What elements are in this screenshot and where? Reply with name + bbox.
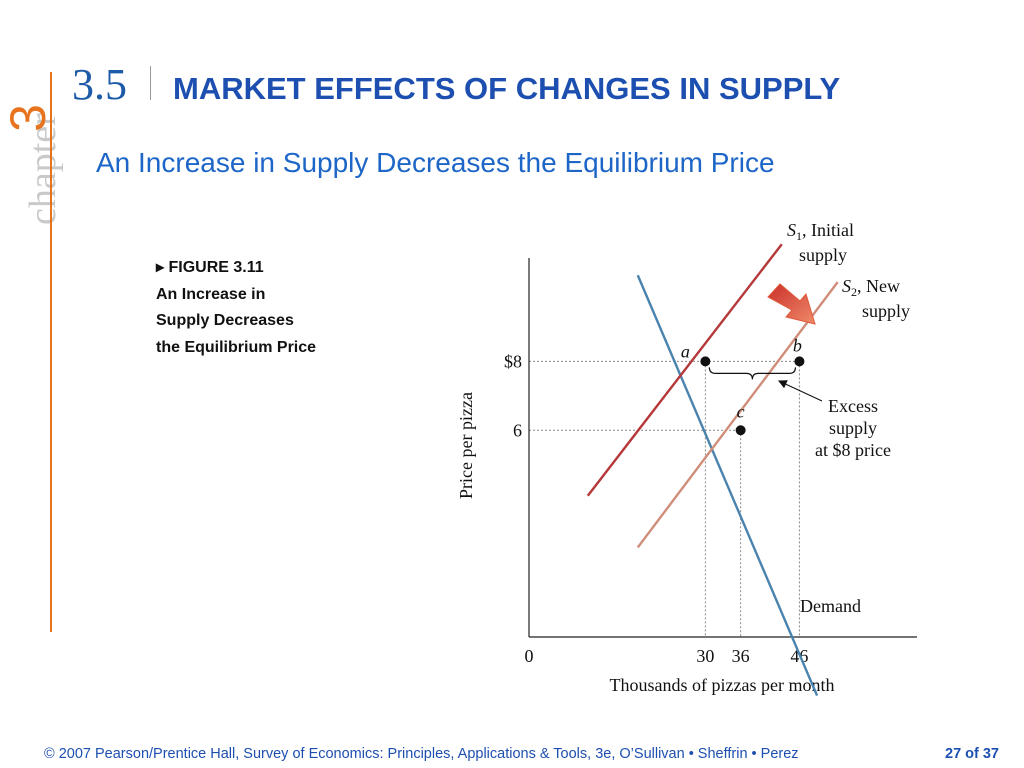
series-line-s2 xyxy=(636,281,839,549)
page-indicator: 27 of 37 xyxy=(945,746,999,762)
y-tick-label: 6 xyxy=(513,420,522,440)
x-tick-label: 0 xyxy=(525,646,534,666)
caption-line-3: the Equilibrium Price xyxy=(156,338,317,356)
s2-label: S2, New xyxy=(842,276,900,299)
point-label-a: a xyxy=(681,341,690,361)
caption-line-2: Supply Decreases xyxy=(156,312,294,329)
series-line-s1 xyxy=(586,243,783,497)
caption-line-1: An Increase in xyxy=(156,285,266,303)
s1-label: S1, Initial xyxy=(787,220,854,243)
s1-label-line2: supply xyxy=(799,245,847,265)
x-axis-title: Thousands of pizzas per month xyxy=(610,675,835,695)
slide-title: MARKET EFFECTS OF CHANGES IN SUPPLY xyxy=(173,71,841,106)
annotation-arrow xyxy=(778,380,823,402)
x-tick-label: 36 xyxy=(732,646,750,666)
excess-supply-label-line: supply xyxy=(829,418,877,438)
section-number: 3.5 xyxy=(72,60,127,109)
figure-caption: ▸ FIGURE 3.11 An Increase in Supply Decr… xyxy=(156,255,316,361)
series-line-demand xyxy=(636,274,819,697)
point-c xyxy=(735,425,746,436)
point-a xyxy=(700,356,711,367)
excess-supply-brace xyxy=(708,367,797,380)
figure-number: ▸ FIGURE 3.11 xyxy=(156,259,264,276)
orange-rule xyxy=(50,72,52,632)
point-label-b: b xyxy=(793,335,802,355)
point-b xyxy=(794,356,805,367)
excess-supply-label-line: at $8 price xyxy=(815,440,891,460)
excess-supply-label-line: Excess xyxy=(828,396,878,416)
y-tick-label: $8 xyxy=(504,351,522,371)
footer-credit: © 2007 Pearson/Prentice Hall, Survey of … xyxy=(44,746,799,762)
demand-label: Demand xyxy=(800,596,861,616)
s2-label-line2: supply xyxy=(862,301,910,321)
point-label-c: c xyxy=(737,401,745,421)
x-tick-label: 30 xyxy=(696,646,714,666)
section-separator xyxy=(150,66,151,100)
supply-shift-arrow xyxy=(767,283,816,325)
slide-subtitle: An Increase in Supply Decreases the Equi… xyxy=(96,147,775,178)
y-axis-title: Price per pizza xyxy=(456,392,476,499)
